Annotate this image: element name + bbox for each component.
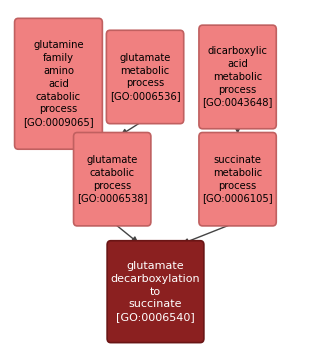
Text: glutamate
catabolic
process
[GO:0006538]: glutamate catabolic process [GO:0006538] <box>77 155 147 203</box>
FancyBboxPatch shape <box>199 132 276 226</box>
FancyBboxPatch shape <box>107 241 204 343</box>
Text: succinate
metabolic
process
[GO:0006105]: succinate metabolic process [GO:0006105] <box>202 155 273 203</box>
FancyBboxPatch shape <box>73 132 151 226</box>
FancyBboxPatch shape <box>15 18 102 149</box>
Text: glutamine
family
amino
acid
catabolic
process
[GO:0009065]: glutamine family amino acid catabolic pr… <box>23 40 94 127</box>
Text: dicarboxylic
acid
metabolic
process
[GO:0043648]: dicarboxylic acid metabolic process [GO:… <box>202 47 273 108</box>
Text: glutamate
metabolic
process
[GO:0006536]: glutamate metabolic process [GO:0006536] <box>110 53 180 101</box>
Text: glutamate
decarboxylation
to
succinate
[GO:0006540]: glutamate decarboxylation to succinate [… <box>111 261 200 322</box>
FancyBboxPatch shape <box>106 30 184 124</box>
FancyBboxPatch shape <box>199 25 276 129</box>
